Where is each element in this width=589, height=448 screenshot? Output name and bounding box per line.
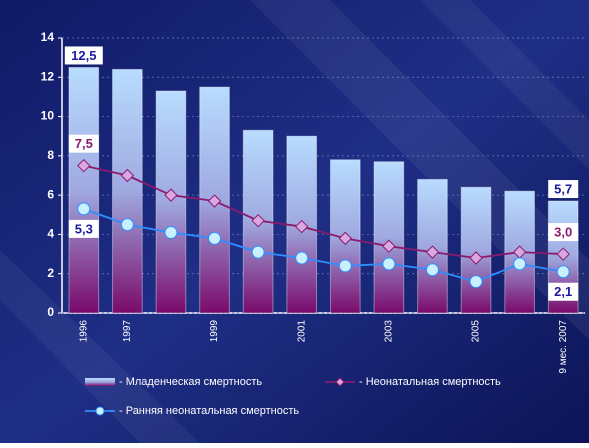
marker — [208, 231, 222, 245]
line — [83, 164, 564, 259]
marker — [382, 257, 396, 271]
data-label: 7,5 — [75, 136, 93, 151]
data-label: 2,1 — [554, 284, 572, 299]
legend-marker — [95, 406, 105, 416]
y-tick-label: 6 — [47, 187, 54, 201]
marker — [164, 188, 178, 202]
line — [83, 208, 564, 283]
marker — [251, 213, 265, 228]
y-tick-label: 2 — [47, 266, 54, 280]
bar — [373, 161, 405, 314]
data-label-box — [548, 180, 579, 199]
marker — [295, 219, 309, 234]
x-tick-label: 2005 — [471, 320, 482, 343]
bar — [155, 90, 187, 314]
data-label-box — [548, 282, 579, 301]
marker — [120, 218, 134, 232]
streak — [0, 250, 200, 443]
marker — [556, 247, 570, 261]
x-tick-label: 1997 — [122, 320, 133, 343]
streak — [420, 0, 589, 170]
data-label: 5,3 — [75, 221, 93, 236]
legend-label: - Младенческая смертность — [119, 376, 262, 388]
marker — [251, 245, 265, 259]
y-tick-label: 14 — [41, 30, 55, 44]
x-tick-label: 9 мес. 2007 — [558, 320, 569, 374]
marker — [120, 168, 135, 183]
marker — [77, 158, 91, 173]
marker — [513, 257, 527, 271]
legend-label: - Неонатальная смертность — [359, 376, 501, 388]
marker — [469, 275, 483, 289]
marker — [425, 245, 440, 259]
x-tick-label: 2001 — [296, 320, 307, 343]
bar — [460, 186, 492, 314]
marker — [556, 265, 570, 279]
x-tick-label: 1996 — [78, 320, 89, 343]
marker — [77, 202, 91, 216]
marker — [382, 239, 396, 253]
x-tick-label: 1999 — [209, 320, 220, 343]
marker — [338, 259, 352, 273]
bar — [68, 66, 100, 314]
marker — [338, 231, 352, 246]
legend-swatch — [85, 378, 115, 386]
data-label: 3,0 — [554, 225, 572, 240]
legend-label: - Ранняя неонатальная смертность — [119, 405, 299, 417]
marker — [425, 263, 439, 277]
marker — [469, 251, 483, 265]
x-tick-label: 2003 — [384, 320, 395, 343]
y-tick-label: 4 — [47, 227, 54, 241]
y-tick-label: 12 — [41, 69, 55, 83]
data-label-box — [68, 134, 99, 153]
marker — [164, 225, 178, 239]
data-label-box — [68, 219, 99, 238]
y-tick-label: 10 — [41, 109, 55, 123]
y-tick-label: 8 — [47, 148, 54, 162]
data-label: 5,7 — [554, 181, 572, 196]
y-tick-label: 0 — [47, 305, 54, 319]
marker — [295, 251, 309, 265]
data-label-box — [64, 46, 103, 65]
data-label-box — [548, 223, 579, 242]
marker — [207, 194, 222, 208]
legend-marker — [335, 377, 345, 387]
data-label: 12,5 — [71, 48, 96, 63]
bar — [112, 68, 143, 314]
